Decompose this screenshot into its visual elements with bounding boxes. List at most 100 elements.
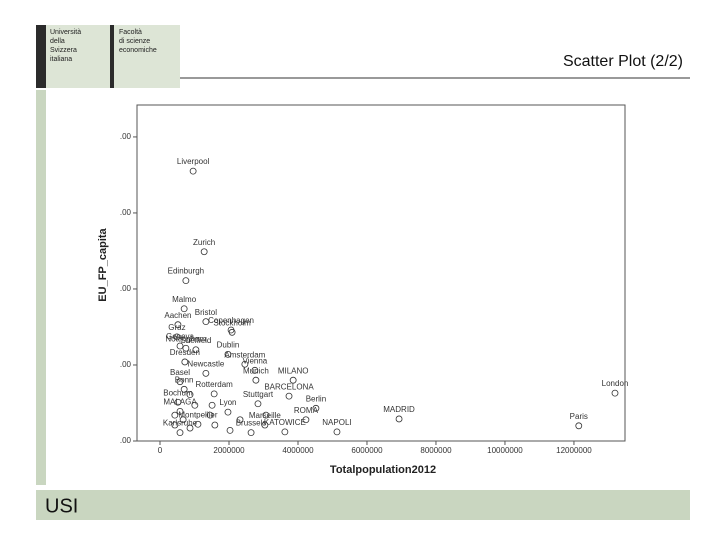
point-label: Basel — [170, 368, 190, 377]
point — [171, 411, 179, 419]
point-label: Montpellier — [178, 410, 217, 419]
logo-line: Università — [50, 29, 81, 36]
point-label: Geneva — [166, 332, 195, 341]
point — [182, 277, 190, 285]
point-label: Stockholm — [213, 318, 251, 327]
point — [171, 421, 179, 429]
point — [241, 360, 249, 368]
x-tick-label: 0 — [158, 446, 163, 455]
x-tick-label: 10000000 — [487, 446, 523, 455]
footer-bar — [36, 490, 690, 520]
footer-text: USI — [45, 495, 78, 517]
point — [224, 350, 232, 358]
point-label: Zurich — [193, 238, 215, 247]
point — [236, 416, 244, 424]
point — [261, 421, 269, 429]
point — [228, 328, 236, 336]
point — [176, 342, 184, 350]
point-label: Aachen — [164, 311, 191, 320]
point-label: Munich — [243, 366, 269, 375]
point — [186, 424, 194, 432]
point-label: NAPOLI — [322, 418, 351, 427]
point-label: Copenhagen — [208, 316, 254, 325]
point — [173, 333, 181, 341]
point — [189, 167, 197, 175]
point — [302, 416, 310, 424]
point-label: Edinburgh — [168, 267, 204, 276]
point — [211, 421, 219, 429]
point — [289, 376, 297, 384]
plot-frame — [136, 104, 626, 442]
point — [202, 369, 210, 377]
point — [206, 411, 214, 419]
point-label: ROMA — [294, 406, 319, 415]
logo-line: economiche — [119, 47, 157, 54]
point — [208, 401, 216, 409]
x-tick-label: 6000000 — [351, 446, 383, 455]
point — [254, 400, 262, 408]
point — [194, 420, 202, 428]
point — [180, 305, 188, 313]
x-axis-title: Totalpopulation2012 — [330, 464, 436, 476]
point — [312, 404, 320, 412]
y-axis-title: EU_FP_capita — [97, 227, 109, 301]
point-label: Vienna — [242, 356, 267, 365]
y-tick-label: .00 — [120, 436, 132, 445]
plot: 0 2000000 4000000 6000000 8000000 10000000 120… — [120, 132, 628, 455]
point — [202, 318, 210, 326]
x-tick-label: 2000000 — [213, 446, 245, 455]
point-label: Malmo — [172, 295, 197, 304]
point-label: Dresden — [170, 348, 200, 357]
logo-bar — [36, 25, 46, 88]
point — [247, 429, 255, 437]
point — [174, 321, 182, 329]
point — [174, 398, 182, 406]
point-label: Newcastle — [187, 359, 224, 368]
point — [181, 358, 189, 366]
point-label: MILANO — [278, 366, 309, 375]
point — [180, 385, 188, 393]
point — [611, 389, 619, 397]
point-label: Nottingham — [165, 334, 206, 343]
logo-line: di scienze — [119, 38, 150, 45]
logo-text: Università della Svizzera italiana Facol… — [50, 29, 157, 63]
slide-title: Scatter Plot (2/2) — [563, 53, 683, 70]
point — [200, 248, 208, 256]
point — [191, 401, 199, 409]
point — [395, 415, 403, 423]
point-label: Lyon — [219, 398, 236, 407]
point — [281, 428, 289, 436]
point-label: Graz — [168, 323, 185, 332]
logo-bar — [110, 25, 114, 88]
point — [285, 392, 293, 400]
point — [176, 429, 184, 437]
point-label: Berlin — [306, 394, 326, 403]
point — [182, 344, 190, 352]
logo-line: Facoltà — [119, 29, 142, 36]
y-tick-label: .00 — [120, 284, 132, 293]
point-label: Rotterdam — [195, 380, 233, 389]
logo-line: italiana — [50, 56, 72, 63]
point — [176, 407, 184, 415]
point-label: Sheffield — [180, 336, 211, 345]
side-strip — [36, 90, 46, 485]
point — [262, 411, 270, 419]
point-label: BARCELONA — [264, 382, 314, 391]
logo-line: della — [50, 38, 65, 45]
point — [186, 391, 194, 399]
x-tick-label: 4000000 — [282, 446, 314, 455]
point-label: Bonn — [175, 375, 194, 384]
x-tick-label: 12000000 — [556, 446, 592, 455]
point — [333, 428, 341, 436]
point — [210, 390, 218, 398]
point-label: Bristol — [195, 308, 217, 317]
point-label: MALAGA — [163, 397, 197, 406]
point-label: Dublin — [217, 340, 240, 349]
point — [226, 426, 234, 434]
point-label: Brussels — [236, 419, 267, 428]
point-label: Karlsruhe — [163, 419, 198, 428]
point — [575, 422, 583, 430]
point-label: Bochum — [163, 388, 193, 397]
